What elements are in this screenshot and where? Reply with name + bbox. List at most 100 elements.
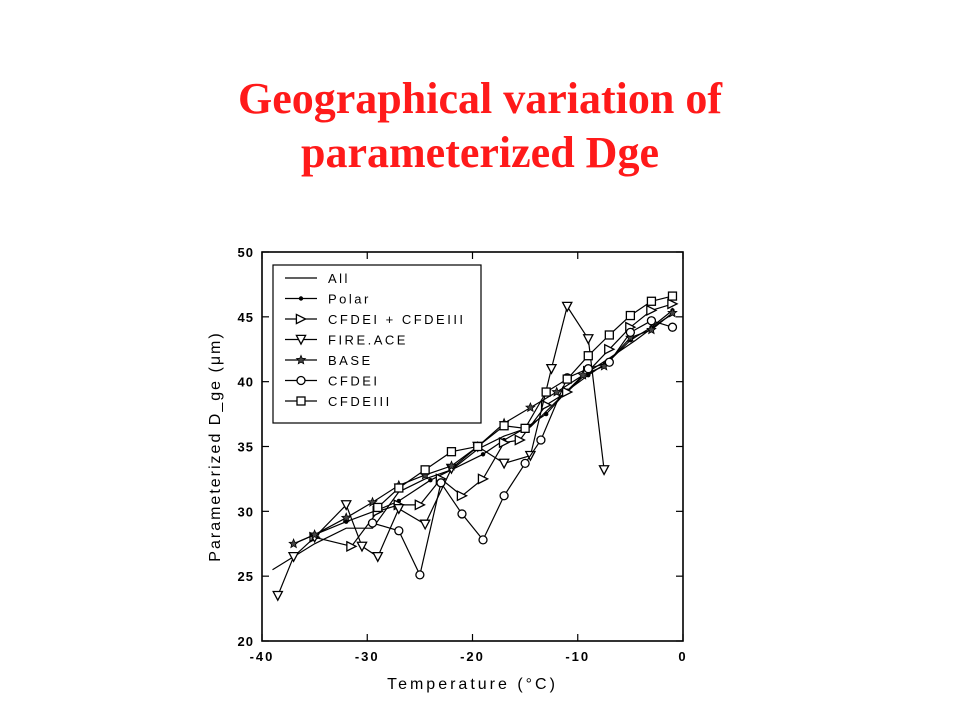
data-point	[295, 313, 308, 325]
data-point	[541, 387, 551, 397]
x-tick-label: -40	[250, 649, 275, 664]
data-point	[543, 411, 549, 417]
data-point	[446, 447, 457, 457]
legend-label: BASE	[328, 353, 373, 368]
legend-label: CFDEIII	[328, 394, 392, 409]
series-cfdei	[367, 316, 678, 580]
data-point	[525, 401, 536, 413]
data-point	[646, 296, 657, 306]
data-point	[480, 452, 486, 457]
data-point	[625, 310, 636, 321]
legend-label: CFDEI	[328, 374, 380, 389]
data-point	[296, 396, 306, 406]
legend-entry: BASE	[285, 353, 373, 368]
data-point	[520, 458, 530, 469]
y-tick-label: 35	[238, 440, 254, 455]
data-point	[646, 316, 657, 326]
data-point	[561, 386, 574, 398]
data-point	[604, 343, 616, 355]
data-point	[457, 509, 467, 519]
data-point	[520, 423, 530, 433]
data-point	[394, 483, 404, 493]
data-point	[667, 291, 678, 301]
data-point	[582, 334, 594, 345]
data-point	[545, 363, 558, 375]
legend-label: FIRE.ACE	[328, 333, 408, 348]
data-point	[309, 529, 320, 540]
legend-label: Polar	[328, 292, 371, 307]
data-point	[272, 590, 284, 602]
slide-title-line-2: parameterized Dge	[301, 127, 659, 177]
data-point	[604, 330, 614, 340]
data-point	[577, 369, 589, 380]
y-tick-label: 45	[238, 310, 254, 325]
data-point	[295, 354, 307, 365]
data-point	[625, 327, 636, 338]
data-point	[499, 491, 509, 501]
legend-entry: CFDEIII	[285, 394, 392, 409]
data-point	[498, 436, 511, 449]
data-point	[646, 324, 657, 335]
data-point	[583, 364, 593, 374]
legend-entry: CFDEI + CFDEIII	[285, 312, 466, 327]
slide-title-line-1: Geographical variation of	[238, 74, 722, 123]
series-all	[272, 313, 673, 571]
y-tick-label: 25	[238, 569, 254, 584]
data-point	[598, 465, 610, 476]
y-tick-label: 50	[238, 245, 254, 260]
data-point	[551, 386, 563, 397]
data-point	[288, 538, 299, 549]
data-point	[419, 519, 431, 531]
y-tick-label: 20	[238, 634, 254, 649]
series-line	[272, 313, 673, 571]
x-tick-label: -10	[565, 649, 590, 664]
data-point	[340, 500, 352, 511]
data-point	[646, 304, 658, 317]
data-point	[667, 307, 678, 318]
data-point	[420, 465, 430, 475]
data-point	[498, 458, 510, 470]
data-point	[372, 551, 384, 563]
data-point	[436, 478, 446, 488]
series-cfdeiii	[373, 291, 678, 513]
data-point	[415, 570, 425, 580]
x-tick-label: -20	[460, 649, 485, 664]
data-point	[499, 421, 509, 431]
data-point	[340, 512, 352, 523]
data-point	[667, 298, 679, 310]
y-axis-label: Parameterized D_ge (μm)	[207, 331, 224, 561]
data-point	[477, 473, 490, 485]
data-point	[540, 399, 553, 411]
legend-entry: FIRE.ACE	[285, 333, 408, 348]
data-point	[446, 460, 457, 471]
x-tick-label: 0	[678, 649, 687, 664]
data-point	[536, 435, 546, 445]
legend-entry: CFDEI	[285, 374, 380, 389]
data-point	[295, 334, 307, 346]
y-tick-label: 40	[238, 375, 254, 390]
y-tick-label: 30	[238, 504, 254, 519]
data-point	[428, 478, 433, 483]
data-point	[346, 540, 358, 552]
data-point	[604, 357, 614, 367]
data-point	[373, 502, 383, 513]
data-point	[367, 518, 378, 528]
legend-entry: All	[285, 271, 350, 286]
x-tick-label: -30	[355, 649, 380, 664]
data-point	[478, 535, 488, 545]
data-point	[298, 296, 304, 301]
data-point	[583, 351, 593, 361]
data-point	[414, 499, 426, 511]
data-point	[562, 374, 572, 384]
x-axis-label: Temperature (°C)	[387, 676, 558, 693]
data-point	[394, 526, 404, 536]
data-point	[514, 434, 526, 446]
legend-label: CFDEI + CFDEIII	[328, 312, 466, 327]
legend-label: All	[328, 271, 350, 286]
data-point	[456, 490, 469, 502]
data-point	[473, 441, 483, 452]
data-point	[287, 551, 300, 563]
legend-entry: Polar	[285, 292, 371, 307]
legend-box	[272, 264, 482, 424]
